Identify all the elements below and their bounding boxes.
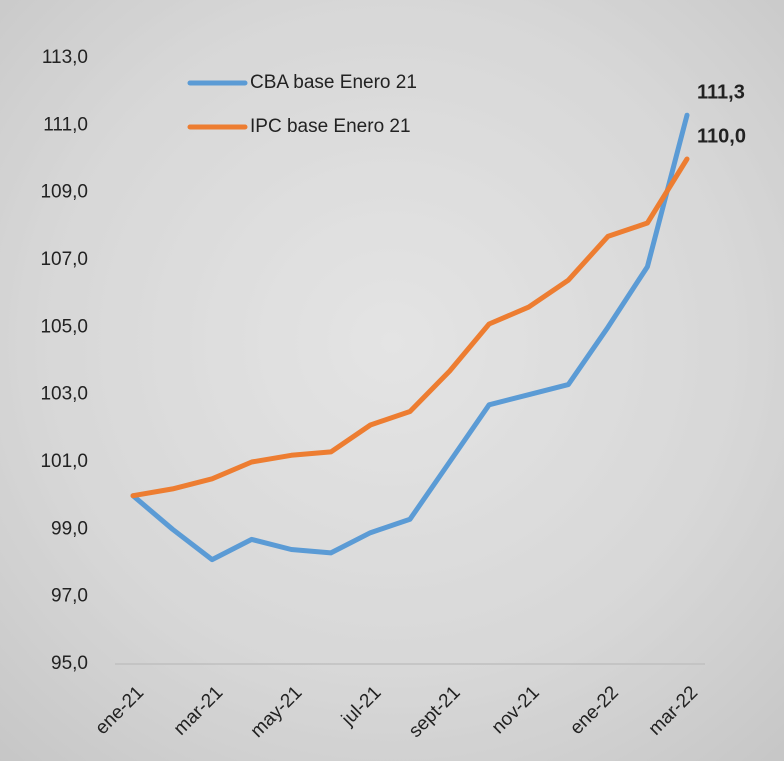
y-tick-label: 113,0 — [42, 47, 88, 68]
value-label: 111,3 — [697, 82, 745, 104]
y-tick-label: 109,0 — [40, 182, 88, 203]
legend-label: CBA base Enero 21 — [250, 72, 417, 93]
legend-label: IPC base Enero 21 — [250, 116, 411, 137]
y-tick-label: 95,0 — [51, 653, 88, 674]
y-tick-label: 105,0 — [40, 316, 88, 337]
y-tick-label: 103,0 — [40, 384, 88, 405]
background-veil — [0, 0, 784, 761]
value-label: 110,0 — [697, 125, 746, 147]
chart: 95,0 97,0 99,0 101,0 103,0 105,0 107,0 109,0 111… — [0, 0, 784, 761]
y-tick-label: 111,0 — [43, 114, 88, 135]
y-tick-label: 107,0 — [40, 249, 88, 270]
y-tick-label: 101,0 — [40, 451, 88, 472]
y-tick-label: 99,0 — [51, 518, 88, 539]
y-tick-label: 97,0 — [51, 586, 88, 607]
